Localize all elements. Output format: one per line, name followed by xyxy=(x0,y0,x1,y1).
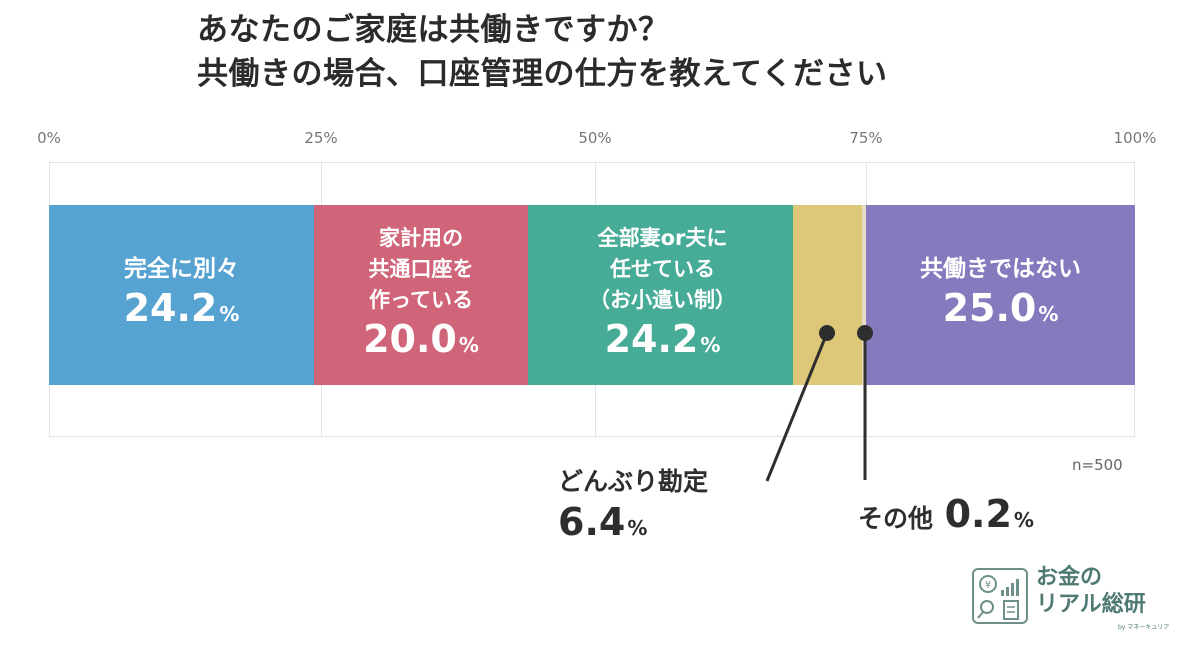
callout-other: その他 0.2% xyxy=(858,492,1034,536)
logo-subtext: by マネーキュリア xyxy=(1118,624,1170,631)
segment-joint-account: 家計用の 共通口座を 作っている 20.0% xyxy=(314,205,528,385)
stacked-bar: 完全に別々 24.2% 家計用の 共通口座を 作っている 20.0% 全部妻or… xyxy=(49,205,1135,385)
segment-value: 25.0% xyxy=(942,285,1059,330)
donburi-leader-dot xyxy=(819,325,835,341)
other-leader-dot xyxy=(857,325,873,341)
logo-text-line-2: リアル総研 xyxy=(1036,592,1146,617)
segment-other xyxy=(862,205,866,385)
segment-value: 24.2% xyxy=(604,316,721,361)
segment-allowance: 全部妻or夫に 任せている （お小遣い制） 24.2% xyxy=(528,205,793,385)
chart-title-line-2: 共働きの場合、口座管理の仕方を教えてください xyxy=(197,56,888,92)
segment-label: 全部妻or夫に 任せている （お小遣い制） xyxy=(589,225,736,312)
segment-not-dual-income: 共働きではない 25.0% xyxy=(866,205,1135,385)
logo-text: お金の リアル総研 xyxy=(1036,564,1146,618)
chart-title: あなたのご家庭は共働きですか？ 共働きの場合、口座管理の仕方を教えてください xyxy=(197,8,888,96)
segment-label: 家計用の 共通口座を 作っている xyxy=(368,225,474,312)
segment-value: 24.2% xyxy=(123,285,240,330)
x-tick-25: 25% xyxy=(304,129,338,147)
callout-donburi: どんぶり勘定 6.4% xyxy=(558,462,708,544)
x-tick-100: 100% xyxy=(1113,129,1157,147)
sample-size: n=500 xyxy=(1072,456,1123,474)
callout-other-name: その他 xyxy=(858,504,934,533)
segment-label: 完全に別々 xyxy=(124,255,239,282)
logo-text-line-1: お金の xyxy=(1036,565,1103,590)
x-tick-75: 75% xyxy=(849,129,883,147)
segment-donburi xyxy=(793,205,862,385)
callout-donburi-value: 6.4% xyxy=(558,500,648,544)
callout-other-value: 0.2 xyxy=(944,492,1012,536)
chart-title-line-1: あなたのご家庭は共働きですか？ xyxy=(197,12,670,48)
donburi-leader-line xyxy=(765,332,829,482)
logo-icon: ¥ xyxy=(972,568,1028,624)
segment-value: 20.0% xyxy=(363,316,479,361)
callout-donburi-name: どんぶり勘定 xyxy=(558,467,709,496)
x-tick-50: 50% xyxy=(578,129,612,147)
brand-logo: ¥ お金の リアル総研 by マネーキュリア xyxy=(970,564,1180,634)
segment-label: 共働きではない xyxy=(920,255,1081,282)
logo-icon-glyphs: ¥ xyxy=(977,575,1019,620)
segment-separate: 完全に別々 24.2% xyxy=(49,205,314,385)
x-tick-0: 0% xyxy=(37,129,61,147)
svg-text:¥: ¥ xyxy=(985,580,991,591)
